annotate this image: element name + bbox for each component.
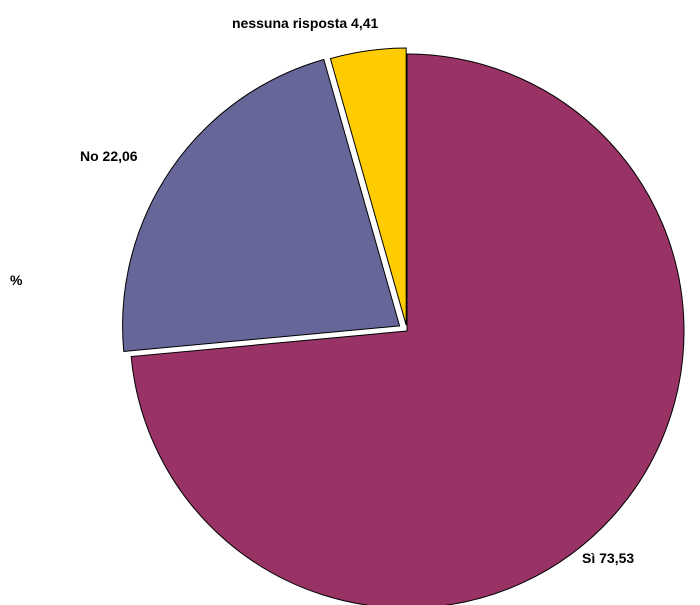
slice-label-no: No 22,06 [80,148,138,164]
pie-slice-nessuna-risposta [329,47,407,326]
slice-label-si: Sì 73,53 [582,550,634,566]
pie-slice-si [130,53,685,605]
pie-slice-no [122,58,401,353]
pie-slices [122,47,685,605]
unit-label: % [10,272,23,288]
slice-label-nessuna-risposta: nessuna risposta 4,41 [232,15,379,31]
